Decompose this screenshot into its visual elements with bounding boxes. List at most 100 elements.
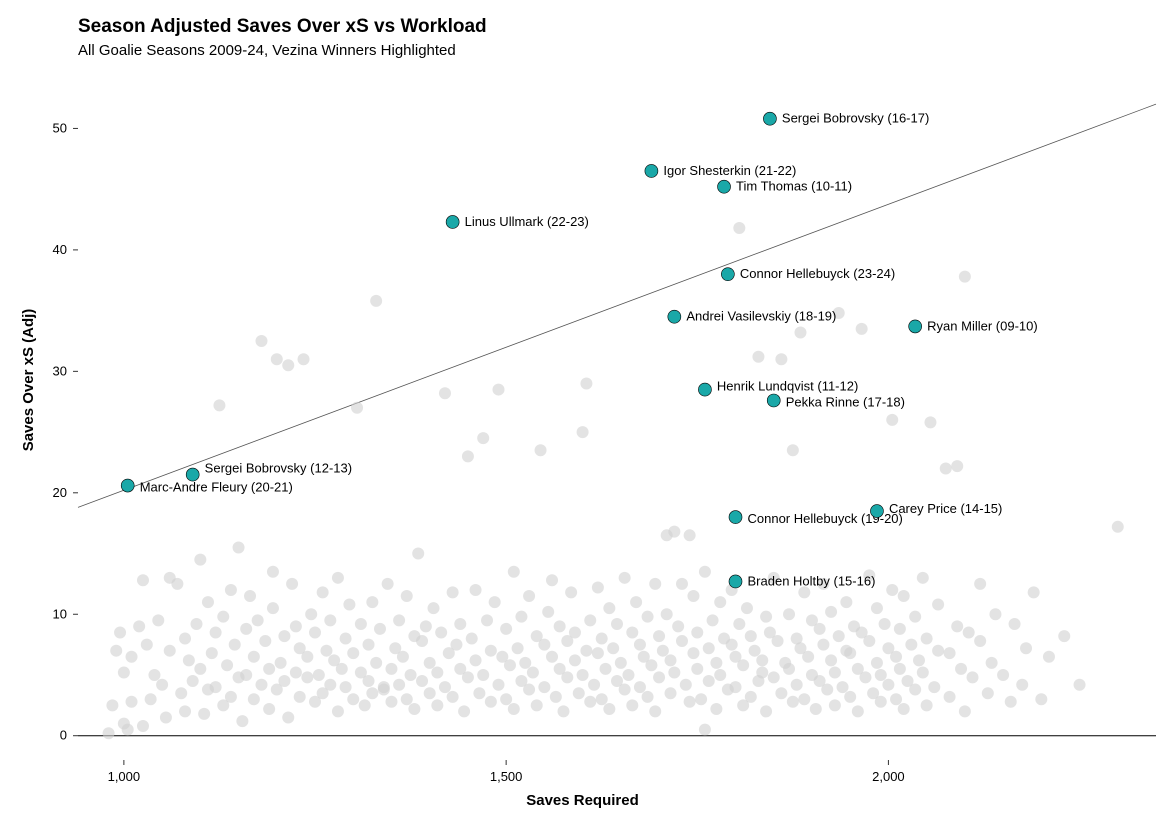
bg-point (492, 384, 504, 396)
bg-point (416, 675, 428, 687)
bg-point (619, 684, 631, 696)
bg-point (282, 711, 294, 723)
bg-point (160, 711, 172, 723)
bg-point (814, 623, 826, 635)
vezina-label: Tim Thomas (10-11) (736, 179, 852, 194)
bg-point (320, 645, 332, 657)
bg-point (355, 618, 367, 630)
bg-point (561, 671, 573, 683)
bg-point (324, 614, 336, 626)
bg-point (959, 271, 971, 283)
bg-point (210, 626, 222, 638)
bg-point (213, 399, 225, 411)
bg-point (775, 687, 787, 699)
bg-point (986, 657, 998, 669)
vezina-label: Sergei Bobrovsky (12-13) (205, 461, 352, 476)
y-tick-label: 50 (53, 120, 67, 135)
bg-point (921, 699, 933, 711)
bg-point (424, 687, 436, 699)
vezina-point (645, 164, 658, 177)
vezina-label: Henrik Lundqvist (11-12) (717, 379, 858, 394)
bg-point (703, 675, 715, 687)
vezina-label: Ryan Miller (09-10) (927, 318, 1038, 333)
bg-point (714, 669, 726, 681)
bg-point (573, 687, 585, 699)
bg-point (454, 618, 466, 630)
bg-point (691, 626, 703, 638)
bg-point (886, 584, 898, 596)
bg-point (145, 693, 157, 705)
vezina-label: Braden Holtby (15-16) (748, 573, 876, 588)
plot-svg: Marc-Andre Fleury (20-21) Sergei Bobrovsk… (0, 0, 1165, 822)
bg-point (462, 671, 474, 683)
bg-point (699, 724, 711, 736)
bg-point (1035, 693, 1047, 705)
bg-point (645, 659, 657, 671)
bg-point (542, 606, 554, 618)
bg-point (852, 705, 864, 717)
bg-point (837, 681, 849, 693)
bg-point (642, 611, 654, 623)
bg-point (565, 586, 577, 598)
y-tick-label: 40 (53, 242, 67, 257)
bg-point (255, 679, 267, 691)
bg-point (382, 578, 394, 590)
bg-point (963, 626, 975, 638)
vezina-point (446, 215, 459, 228)
bg-point (133, 620, 145, 632)
bg-point (974, 578, 986, 590)
bg-point (989, 608, 1001, 620)
bg-point (959, 705, 971, 717)
x-tick-label: 2,000 (872, 769, 905, 784)
bg-point (336, 663, 348, 675)
bg-point (687, 647, 699, 659)
bg-point (730, 681, 742, 693)
bg-point (794, 326, 806, 338)
bg-point (955, 663, 967, 675)
bg-point (749, 645, 761, 657)
bg-point (630, 596, 642, 608)
bg-point (439, 681, 451, 693)
bg-point (772, 635, 784, 647)
bg-point (798, 693, 810, 705)
bg-point (695, 693, 707, 705)
bg-point (240, 623, 252, 635)
vezina-point (909, 320, 922, 333)
bg-point (236, 715, 248, 727)
bg-point (546, 651, 558, 663)
vezina-point (870, 505, 883, 518)
bg-point (676, 635, 688, 647)
bg-point (255, 335, 267, 347)
bg-point (435, 626, 447, 638)
bg-point (745, 630, 757, 642)
bg-point (577, 426, 589, 438)
bg-point (684, 696, 696, 708)
bg-point (733, 618, 745, 630)
bg-point (221, 659, 233, 671)
bg-point (710, 657, 722, 669)
bg-point (703, 642, 715, 654)
bg-point (248, 693, 260, 705)
bg-point (1005, 696, 1017, 708)
bg-point (825, 606, 837, 618)
bg-point (760, 611, 772, 623)
bg-point (684, 529, 696, 541)
bg-point (458, 705, 470, 717)
bg-point (259, 635, 271, 647)
bg-point (668, 667, 680, 679)
bg-point (187, 675, 199, 687)
bg-point (110, 645, 122, 657)
bg-point (603, 703, 615, 715)
bg-point (340, 633, 352, 645)
bg-point (951, 460, 963, 472)
bg-point (263, 663, 275, 675)
bg-point (385, 696, 397, 708)
bg-point (340, 681, 352, 693)
bg-point (179, 633, 191, 645)
bg-point (890, 693, 902, 705)
bg-point (817, 639, 829, 651)
bg-point (680, 679, 692, 691)
vezina-label: Marc-Andre Fleury (20-21) (140, 480, 293, 495)
bg-point (447, 691, 459, 703)
bg-point (470, 654, 482, 666)
